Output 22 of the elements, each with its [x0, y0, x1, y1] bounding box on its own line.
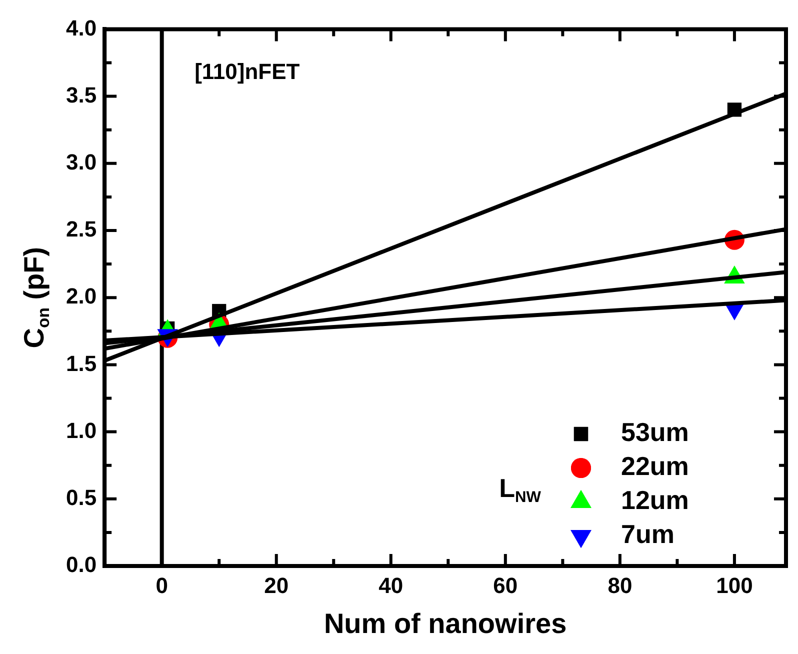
- x-tick-label: 60: [493, 573, 518, 598]
- annotation: [110]nFET: [194, 59, 300, 84]
- y-tick-label: 3.5: [66, 82, 97, 108]
- y-tick-label: 0.0: [66, 552, 97, 578]
- x-tick-label: 0: [156, 573, 168, 598]
- legend-label: 12um: [621, 485, 689, 516]
- x-tick-label: 80: [608, 573, 632, 598]
- x-tick-label: 100: [716, 573, 753, 598]
- y-tick-label: 2.5: [66, 216, 97, 242]
- y-tick-label: 0.5: [66, 484, 97, 510]
- y-tick-label: 3.0: [66, 149, 97, 174]
- x-tick-label: 40: [378, 573, 404, 598]
- y-axis-title: Con (pF): [18, 246, 54, 348]
- legend-label: 22um: [621, 451, 689, 482]
- y-tick-label: 4.0: [66, 15, 97, 40]
- x-tick-label: 20: [264, 573, 289, 598]
- x-axis-title: Num of nanowires: [324, 608, 567, 639]
- legend-label: 7um: [621, 519, 674, 550]
- legend-label: 53um: [621, 417, 689, 448]
- y-tick-label: 2.0: [66, 284, 97, 309]
- y-tick-label: 1.0: [66, 418, 97, 443]
- y-tick-label: 1.5: [66, 350, 97, 376]
